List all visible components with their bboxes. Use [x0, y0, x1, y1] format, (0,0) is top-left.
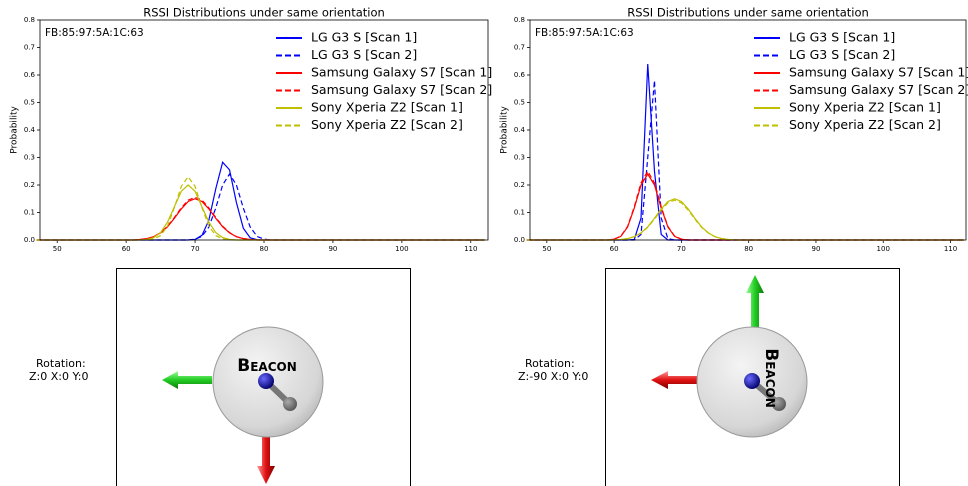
- chart: RSSI Distributions under same orientatio…: [10, 6, 493, 254]
- series-line: [526, 170, 964, 241]
- y-tick-label: 0.5: [514, 99, 525, 107]
- y-tick-label: 0.2: [514, 181, 525, 189]
- legend-label: Sony Xperia Z2 [Scan 2]: [789, 117, 941, 132]
- legend-label: LG G3 S [Scan 2]: [311, 47, 417, 62]
- x-tick-label: 50: [542, 245, 551, 253]
- x-tick-label: 60: [610, 245, 619, 253]
- beacon-label: Beacon: [237, 356, 297, 376]
- x-tick-label: 110: [464, 245, 477, 253]
- rotation-value: Z:-90 X:0 Y:0: [518, 370, 588, 383]
- series-line: [526, 199, 964, 241]
- legend-label: Samsung Galaxy S7 [Scan 1]: [311, 65, 492, 80]
- y-tick-label: 0.4: [24, 126, 36, 134]
- y-tick-label: 0.3: [514, 154, 525, 162]
- y-tick-label: 0.6: [514, 71, 526, 79]
- y-tick-label: 0.3: [24, 154, 35, 162]
- legend-label: Sony Xperia Z2 [Scan 2]: [311, 117, 463, 132]
- blue-ball: [744, 373, 760, 389]
- frame: [116, 268, 411, 486]
- x-tick-label: 50: [53, 245, 62, 253]
- y-tick-label: 0.0: [24, 236, 35, 244]
- series-line: [526, 198, 964, 241]
- y-tick-label: 0.7: [24, 44, 35, 52]
- x-tick-label: 90: [811, 245, 820, 253]
- y-tick-label: 0.8: [514, 16, 525, 24]
- legend-label: Sony Xperia Z2 [Scan 1]: [311, 100, 463, 115]
- legend-label: Samsung Galaxy S7 [Scan 1]: [789, 65, 968, 80]
- plot-frame: [39, 19, 489, 241]
- chart-title: RSSI Distributions under same orientatio…: [143, 6, 385, 20]
- x-tick-label: 100: [395, 245, 408, 253]
- chart-title: RSSI Distributions under same orientatio…: [627, 6, 869, 20]
- rotation-label: Rotation:: [525, 357, 575, 370]
- y-tick-label: 0.8: [24, 16, 35, 24]
- plot-frame: [529, 19, 967, 241]
- y-tick-label: 0.0: [514, 236, 525, 244]
- y-tick-label: 0.6: [24, 71, 36, 79]
- y-axis-label: Probability: [10, 106, 20, 154]
- x-arrow: [257, 434, 275, 484]
- series-line: [526, 172, 964, 241]
- series-line: [36, 198, 485, 241]
- x-tick-label: 70: [191, 245, 200, 253]
- legend-label: LG G3 S [Scan 1]: [789, 30, 895, 45]
- y-tick-label: 0.4: [514, 126, 526, 134]
- x-tick-label: 90: [328, 245, 337, 253]
- grey-ball: [283, 397, 297, 411]
- x-tick-label: 100: [877, 245, 890, 253]
- y-tick-label: 0.1: [24, 209, 35, 217]
- illustration-right: Rotation: Z:-90 X:0 Y:0 Beacon: [518, 268, 900, 486]
- x-tick-label: 80: [744, 245, 753, 253]
- series-line: [36, 172, 485, 241]
- annotation: FB:85:97:5A:1C:63: [535, 27, 634, 39]
- series-line: [36, 160, 485, 241]
- chart: RSSI Distributions under same orientatio…: [500, 6, 968, 254]
- legend-label: LG G3 S [Scan 1]: [311, 30, 417, 45]
- x-arrow: [651, 371, 700, 389]
- legend-label: Samsung Galaxy S7 [Scan 2]: [311, 82, 492, 97]
- y-axis-label: Probability: [500, 106, 510, 154]
- x-tick-label: 60: [122, 245, 131, 253]
- illustration-left: Rotation: Z:0 X:0 Y:0 Beacon: [29, 268, 411, 486]
- x-tick-label: 80: [260, 245, 269, 253]
- legend-label: LG G3 S [Scan 2]: [789, 47, 895, 62]
- beacon-label: Beacon: [761, 348, 781, 408]
- grey-ball: [772, 397, 786, 411]
- rotation-value: Z:0 X:0 Y:0: [29, 370, 88, 383]
- y-tick-label: 0.5: [24, 99, 35, 107]
- legend-label: Samsung Galaxy S7 [Scan 2]: [789, 82, 968, 97]
- series-line: [36, 175, 485, 241]
- rotation-label: Rotation:: [36, 357, 86, 370]
- annotation: FB:85:97:5A:1C:63: [45, 27, 144, 39]
- y-arrow: [162, 371, 212, 389]
- legend-label: Sony Xperia Z2 [Scan 1]: [789, 100, 941, 115]
- x-tick-label: 110: [944, 245, 957, 253]
- frame: [605, 268, 900, 486]
- blue-ball: [258, 373, 274, 389]
- series-line: [36, 196, 485, 241]
- y-tick-label: 0.1: [514, 209, 525, 217]
- y-arrow: [746, 275, 764, 330]
- y-tick-label: 0.2: [24, 181, 35, 189]
- y-tick-label: 0.7: [514, 44, 525, 52]
- x-tick-label: 70: [677, 245, 686, 253]
- series-line: [36, 184, 485, 241]
